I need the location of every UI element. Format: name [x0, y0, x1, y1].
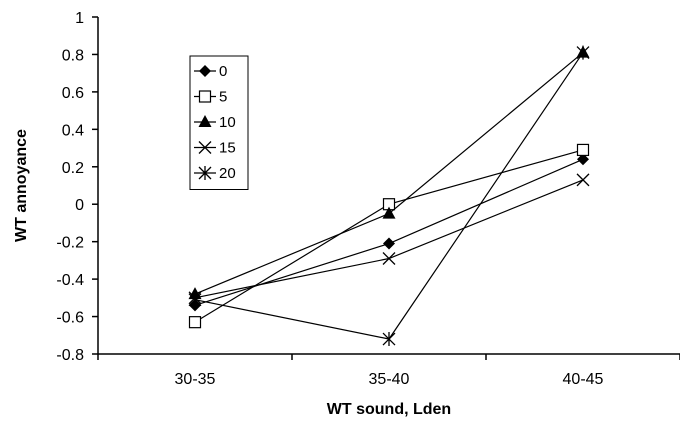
- data-point: [188, 292, 202, 307]
- data-point: [577, 153, 589, 166]
- y-ticks: 1 0.8 0.6 0.4 0.2 0 -0.2 -0.4 -0.6 -0.8: [56, 10, 98, 364]
- series-10: [188, 45, 590, 300]
- legend-marker: [198, 141, 212, 154]
- series-20: [188, 45, 590, 347]
- x-ticks: 30-35 35-40 40-45: [97, 354, 680, 388]
- series-line: [194, 52, 584, 340]
- legend-item: 10: [194, 114, 236, 131]
- legend-item: 5: [194, 89, 227, 106]
- y-tick-label: -0.6: [56, 310, 84, 327]
- x-axis-title: WT sound, Lden: [327, 401, 451, 418]
- y-tick-label: -0.2: [56, 235, 84, 252]
- data-point: [382, 252, 396, 265]
- legend-item: 20: [194, 165, 236, 182]
- legend-label: 20: [219, 165, 236, 182]
- data-point: [382, 332, 396, 347]
- y-tick-label: 0.2: [62, 160, 84, 177]
- x-tick-label: 40-45: [563, 371, 604, 388]
- legend-label: 0: [219, 63, 227, 80]
- legend-marker: [198, 166, 212, 180]
- y-tick-label: 0.8: [62, 47, 84, 64]
- data-point: [576, 173, 590, 187]
- y-tick-label: 0.6: [62, 85, 84, 102]
- legend-marker: [198, 90, 212, 103]
- legend-marker: [199, 65, 211, 77]
- data-point: [383, 237, 395, 250]
- legend-label: 5: [219, 89, 227, 106]
- y-axis-title: WT annoyance: [13, 129, 30, 242]
- y-tick-label: 0: [75, 197, 84, 214]
- data-point: [576, 45, 590, 60]
- legend-item: 15: [194, 140, 236, 157]
- data-point: [188, 316, 202, 329]
- legend-marker: [198, 115, 212, 127]
- x-tick-label: 30-35: [175, 371, 216, 388]
- x-tick-label: 35-40: [369, 371, 410, 388]
- series-0: [189, 153, 589, 312]
- legend-label: 10: [219, 114, 236, 131]
- data-point: [382, 206, 396, 219]
- legend: 0 5 10 15 20: [189, 55, 249, 190]
- series-line: [194, 158, 584, 306]
- legend-label: 15: [219, 140, 236, 157]
- series-group: [188, 45, 590, 347]
- legend-item: 0: [194, 63, 227, 80]
- y-tick-label: 0.4: [62, 122, 84, 139]
- data-point: [576, 143, 590, 157]
- y-tick-label: -0.8: [56, 347, 84, 364]
- series-line: [194, 149, 584, 323]
- y-tick-label: 1: [75, 10, 84, 27]
- y-tick-label: -0.4: [56, 272, 84, 289]
- series-5: [188, 143, 590, 329]
